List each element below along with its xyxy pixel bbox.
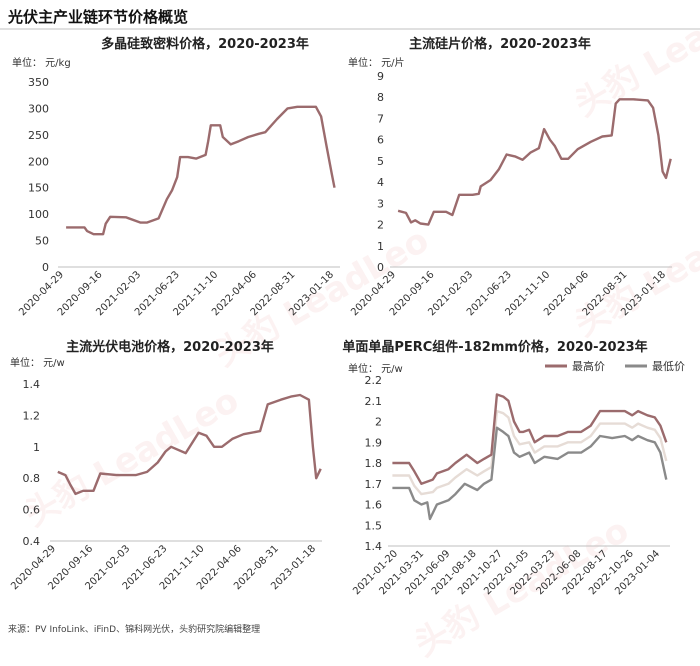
y-tick-label: 8 [377,91,384,104]
y-tick-label: 6 [377,134,384,147]
y-tick-label: 4 [377,176,384,189]
y-tick-label: 350 [28,76,49,89]
legend-label: 最低价 [652,360,685,373]
title-divider [0,28,700,30]
y-tick-label: 1.8 [365,457,383,470]
chart-title: 主流硅片价格，2020-2023年 [409,36,591,52]
y-tick-label: 0 [42,261,49,274]
unit-label: 单位： 元/w [348,362,403,375]
y-tick-label: 1 [377,240,384,253]
chart-title: 单面单晶PERC组件-182mm价格，2020-2023年 [342,339,647,355]
series-line [392,409,668,496]
series-line-max [392,393,668,485]
y-tick-label: 150 [28,182,49,195]
unit-label: 单位： 元/片 [348,56,405,69]
series-line-min [392,426,668,521]
y-tick-label: 1.7 [365,478,383,491]
unit-label: 单位： 元/w [10,356,65,369]
y-tick-label: 1 [33,441,40,454]
y-tick-label: 250 [28,129,49,142]
series-line [66,105,336,236]
unit-label: 单位： 元/kg [12,56,71,69]
chart-title: 多晶硅致密料价格，2020-2023年 [101,36,309,52]
y-tick-label: 0.8 [23,472,41,485]
y-tick-label: 200 [28,155,49,168]
y-tick-label: 100 [28,208,49,221]
y-tick-label: 3 [377,197,384,210]
y-tick-label: 1.4 [23,378,41,391]
y-tick-label: 0.4 [23,535,41,548]
y-tick-label: 2 [377,219,384,232]
y-tick-label: 5 [377,155,384,168]
y-tick-label: 7 [377,112,384,125]
y-tick-label: 1.2 [23,409,41,422]
y-tick-label: 0 [377,261,384,274]
y-tick-label: 0.6 [23,504,41,517]
page-title: 光伏主产业链环节价格概览 [8,8,189,26]
y-tick-label: 1.9 [365,436,383,449]
series-line [57,393,322,496]
legend-label: 最高价 [572,359,605,373]
y-tick-label: 9 [377,70,384,83]
y-tick-label: 2.2 [365,374,383,387]
y-tick-label: 1.5 [365,519,383,532]
y-tick-label: 2.1 [365,395,383,408]
y-tick-label: 1.4 [365,540,383,553]
y-tick-label: 300 [28,102,49,115]
y-tick-label: 1.6 [365,499,383,512]
y-tick-label: 50 [35,235,49,248]
chart-title: 主流光伏电池价格，2020-2023年 [66,339,274,355]
source-note: 来源：PV InfoLink、iFinD、锦科网光伏，头豹研究院编辑整理 [8,625,261,635]
y-tick-label: 2 [375,416,382,429]
series-line [397,98,672,226]
